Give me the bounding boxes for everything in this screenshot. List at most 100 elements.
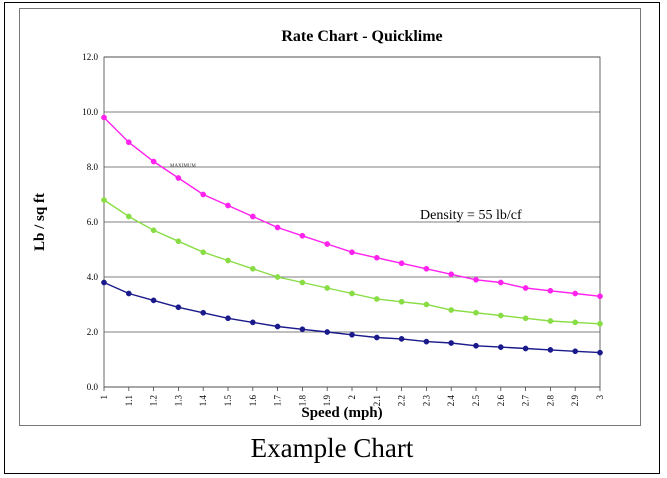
series-3-point (572, 348, 579, 355)
y-tick-label: 10.0 (82, 107, 98, 117)
series-3-point (200, 309, 207, 316)
series-2-point (423, 301, 430, 308)
series-3-point (547, 347, 554, 353)
series-3-point (175, 304, 182, 311)
series-1-point (349, 249, 355, 256)
x-tick-label: 1.7 (273, 395, 283, 407)
series-3-point (522, 345, 529, 352)
series-2-point (200, 249, 207, 256)
series-2-point (175, 238, 182, 245)
series-3-point (249, 319, 256, 326)
series-2-point (547, 318, 554, 324)
series-1-point (225, 202, 231, 209)
series-2-point (150, 227, 157, 234)
series-2-point (572, 319, 579, 326)
figure-caption: Example Chart (250, 433, 414, 463)
y-tick-label: 4.0 (87, 272, 99, 282)
series-1-point (274, 224, 281, 231)
x-tick-label: 2.6 (496, 395, 506, 407)
series-1-point (497, 279, 504, 286)
y-tick-label: 12.0 (82, 52, 98, 62)
series-2-point (522, 315, 529, 322)
chart-title: Rate Chart - Quicklime (281, 28, 442, 45)
series-1-point (200, 191, 207, 198)
series-2-point (473, 309, 479, 316)
series-3-point (299, 326, 306, 333)
y-tick-label: 2.0 (87, 327, 99, 337)
series-3-point (597, 349, 603, 356)
series-1-point (125, 139, 132, 146)
series-2-point (597, 320, 603, 327)
x-tick-label: 2.1 (372, 395, 382, 406)
x-tick-label: 1.1 (124, 395, 134, 406)
series-2-point (497, 312, 504, 319)
y-axis-label: Lb / sq ft (32, 193, 48, 251)
x-tick-label: 2.2 (397, 395, 407, 406)
x-tick-label: 2.3 (421, 395, 431, 407)
series-2-point (349, 290, 355, 297)
x-tick-label: 2.4 (446, 395, 456, 407)
series-1-point (398, 260, 405, 267)
series-3-point (473, 342, 479, 349)
series-3-point (398, 336, 405, 342)
figure-frame: Rate Chart - Quicklime 0.0 2.0 4.0 6.0 8.0 10.… (4, 2, 660, 474)
x-tick-label: 1 (99, 395, 109, 400)
series-1-point (448, 271, 455, 278)
series-2-point (373, 296, 380, 302)
series-3-point (225, 315, 231, 322)
x-tick-label: 2 (347, 395, 357, 400)
x-tick-label: 1.8 (297, 395, 307, 407)
series-1-point (101, 114, 107, 121)
series-3-point (349, 331, 355, 338)
x-tick-label: 2.5 (471, 395, 481, 407)
x-tick-label: 3 (595, 395, 605, 400)
x-tick-label: 1.3 (173, 395, 183, 407)
series-1-point (597, 293, 603, 300)
x-axis-label: Speed (mph) (301, 405, 382, 421)
line-chart: Rate Chart - Quicklime 0.0 2.0 4.0 6.0 8.0 10.… (32, 28, 605, 421)
density-annotation: Density = 55 lb/cf (420, 208, 522, 223)
x-tick-label: 1.9 (322, 395, 332, 407)
series-2-point (249, 265, 256, 272)
series-1-point (522, 285, 529, 291)
series-2-point (299, 279, 306, 286)
series-3-point (324, 329, 331, 335)
series-1-point (249, 213, 256, 220)
series-3-point (150, 297, 157, 304)
x-tick-label: 1.4 (198, 395, 208, 407)
y-tick-label: 0.0 (87, 382, 99, 392)
series-3-point (497, 344, 504, 350)
series-1-point (150, 158, 157, 165)
series-3-point (101, 279, 107, 286)
y-tick-label: 6.0 (87, 217, 99, 227)
series-1-point (547, 287, 554, 294)
x-tick-label: 2.7 (521, 394, 531, 406)
series-1-point (324, 241, 331, 247)
x-tick-label: 1.2 (149, 395, 159, 406)
series-3-point (448, 340, 455, 346)
series-1-point (572, 290, 579, 297)
series-line-1 (103, 117, 601, 297)
series-1-point (175, 175, 182, 181)
series-small-label: MAXIMUM (170, 164, 196, 169)
series-3-point (373, 334, 380, 341)
series-1-point (299, 232, 306, 239)
x-tick-label: 1.6 (248, 395, 258, 407)
series-2-point (448, 307, 455, 313)
series-2-point (398, 298, 405, 305)
series-2-point (101, 197, 107, 203)
series-2-point (225, 257, 231, 264)
series-1-point (473, 276, 479, 283)
series-2-point (125, 213, 132, 220)
series-2-point (274, 274, 281, 280)
series-2-point (324, 285, 331, 291)
y-tick-label: 8.0 (87, 162, 99, 172)
series-3-point (274, 323, 281, 330)
series-1-point (423, 265, 430, 272)
x-tick-label: 1.5 (223, 395, 233, 407)
chart-container: Rate Chart - Quicklime 0.0 2.0 4.0 6.0 8.0 10.… (19, 8, 641, 426)
series-3-point (125, 290, 132, 297)
x-tick-label: 2.9 (570, 395, 580, 407)
series-1-point (373, 254, 380, 261)
series-3-point (423, 338, 430, 345)
